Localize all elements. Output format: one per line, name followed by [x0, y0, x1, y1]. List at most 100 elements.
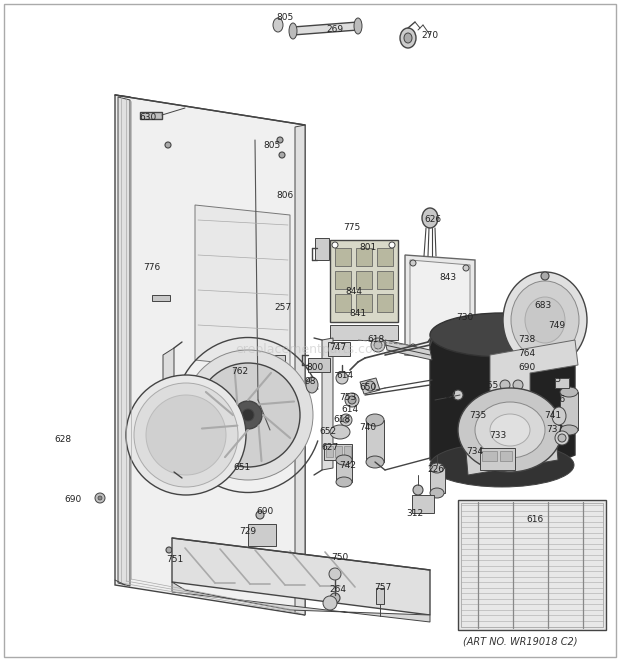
Bar — [255, 355, 285, 380]
Polygon shape — [405, 255, 475, 360]
Ellipse shape — [511, 281, 579, 359]
Ellipse shape — [146, 395, 226, 475]
Bar — [344, 446, 351, 457]
Ellipse shape — [555, 431, 569, 445]
Bar — [356, 248, 372, 266]
Ellipse shape — [366, 456, 384, 468]
Text: 841: 841 — [350, 309, 366, 319]
Text: 626: 626 — [425, 215, 441, 225]
Text: 747: 747 — [329, 344, 347, 352]
Text: 651: 651 — [233, 463, 250, 473]
Text: 725: 725 — [544, 375, 562, 385]
Ellipse shape — [541, 272, 549, 280]
Ellipse shape — [558, 434, 566, 442]
Text: (ART NO. WR19018 C2): (ART NO. WR19018 C2) — [463, 637, 577, 647]
Text: 628: 628 — [55, 436, 71, 444]
Text: 226: 226 — [428, 465, 445, 475]
Text: 735: 735 — [469, 410, 487, 420]
Ellipse shape — [410, 344, 416, 350]
Polygon shape — [172, 538, 430, 615]
Ellipse shape — [453, 390, 463, 400]
Bar — [152, 295, 170, 301]
Ellipse shape — [463, 349, 469, 355]
Text: 734: 734 — [466, 447, 484, 457]
Ellipse shape — [343, 417, 349, 423]
Bar — [560, 392, 578, 430]
Ellipse shape — [374, 341, 382, 349]
Ellipse shape — [256, 511, 264, 519]
Ellipse shape — [277, 137, 283, 143]
Text: 264: 264 — [329, 586, 347, 594]
Polygon shape — [430, 315, 575, 475]
Ellipse shape — [560, 387, 578, 397]
Ellipse shape — [98, 496, 102, 500]
Bar — [377, 271, 393, 289]
Text: 730: 730 — [456, 313, 474, 323]
Ellipse shape — [323, 596, 337, 610]
Polygon shape — [410, 260, 470, 355]
Bar — [356, 271, 372, 289]
Text: 269: 269 — [327, 26, 343, 34]
Ellipse shape — [422, 208, 438, 228]
Text: 737: 737 — [546, 426, 564, 434]
Text: 741: 741 — [544, 410, 562, 420]
Ellipse shape — [332, 242, 338, 248]
Text: 616: 616 — [526, 516, 544, 524]
Bar — [482, 451, 497, 461]
Text: 765: 765 — [481, 381, 498, 389]
Bar — [412, 495, 434, 513]
Bar — [430, 468, 445, 493]
Ellipse shape — [458, 388, 562, 472]
Bar — [377, 248, 393, 266]
Text: 630: 630 — [140, 114, 157, 122]
Bar — [555, 378, 569, 388]
Text: 652: 652 — [319, 428, 337, 436]
Text: 736: 736 — [548, 395, 565, 405]
Bar — [335, 271, 351, 289]
Text: 312: 312 — [407, 508, 423, 518]
Text: 801: 801 — [360, 243, 376, 253]
Text: 690: 690 — [257, 508, 273, 516]
Ellipse shape — [525, 297, 565, 343]
Text: 650: 650 — [360, 383, 376, 393]
Ellipse shape — [513, 380, 523, 390]
Bar — [356, 294, 372, 312]
Text: 742: 742 — [340, 461, 356, 469]
Text: 762: 762 — [231, 368, 249, 377]
Polygon shape — [360, 378, 380, 394]
Text: 729: 729 — [239, 527, 257, 537]
Ellipse shape — [348, 396, 356, 404]
Bar — [315, 238, 329, 260]
Ellipse shape — [560, 425, 578, 435]
Ellipse shape — [183, 350, 313, 480]
Text: 844: 844 — [345, 288, 363, 297]
Text: 776: 776 — [143, 264, 161, 272]
Text: 733: 733 — [489, 430, 507, 440]
Bar — [258, 358, 268, 366]
Ellipse shape — [500, 380, 510, 390]
Ellipse shape — [340, 414, 352, 426]
Text: 764: 764 — [518, 350, 536, 358]
Polygon shape — [163, 348, 174, 475]
Ellipse shape — [552, 407, 566, 425]
Bar — [366, 420, 384, 462]
Bar — [458, 500, 606, 630]
Bar — [335, 248, 351, 266]
Bar — [330, 325, 398, 340]
Ellipse shape — [95, 493, 105, 503]
Text: 749: 749 — [549, 321, 565, 329]
Ellipse shape — [463, 265, 469, 271]
Polygon shape — [293, 22, 358, 35]
Ellipse shape — [273, 18, 283, 32]
Ellipse shape — [430, 313, 574, 357]
Ellipse shape — [165, 142, 171, 148]
Ellipse shape — [371, 338, 385, 352]
Ellipse shape — [289, 23, 297, 39]
Bar — [270, 358, 280, 366]
Text: 805: 805 — [277, 13, 294, 22]
Polygon shape — [115, 95, 305, 615]
Text: 627: 627 — [321, 444, 339, 453]
Polygon shape — [385, 340, 432, 360]
Text: 738: 738 — [518, 336, 536, 344]
Text: 614: 614 — [342, 405, 358, 414]
